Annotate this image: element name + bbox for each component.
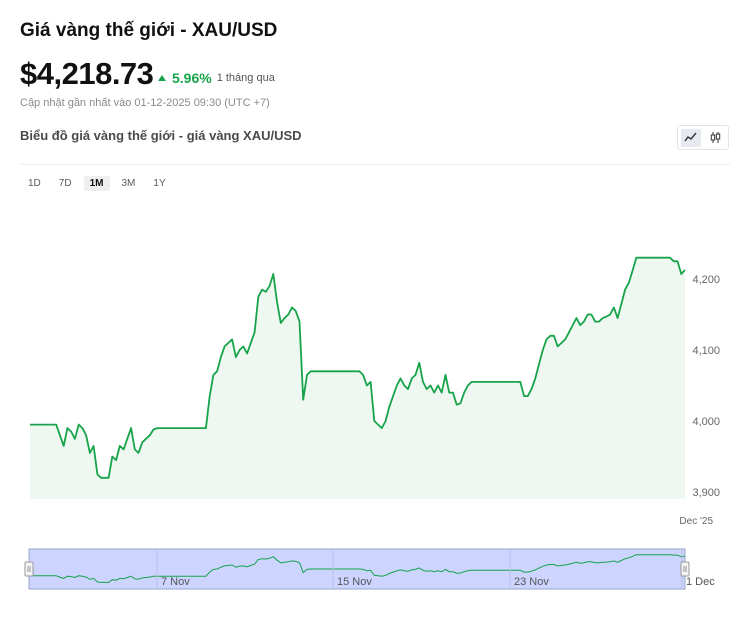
y-tick-label: 4,000 (692, 416, 720, 428)
page-title: Giá vàng thế giới - XAU/USD (20, 20, 278, 41)
y-tick-label: 4,100 (692, 345, 720, 357)
line-chart-button[interactable] (680, 128, 701, 147)
navigator-label: 1 Dec (686, 576, 715, 588)
price-area-fill (30, 257, 685, 499)
range-1d[interactable]: 1D (28, 178, 41, 189)
navigator-line (30, 554, 686, 583)
navigator-handle-right[interactable] (680, 561, 690, 577)
candlestick-icon (710, 132, 721, 143)
candlestick-button[interactable] (706, 129, 726, 147)
range-7d[interactable]: 7D (58, 178, 72, 189)
y-tick-label: 4,200 (692, 274, 720, 286)
navigator-labels: 7 Nov 15 Nov 23 Nov 1 Dec (161, 576, 715, 588)
x-axis-ticks: Dec '25 (679, 516, 713, 527)
range-selector: 1D 7D 1M 3M 1Y (22, 176, 178, 191)
navigator-label: 15 Nov (337, 576, 372, 588)
last-updated: Cập nhật gần nhất vào 01-12-2025 09:30 (… (20, 97, 270, 109)
line-chart-icon (684, 132, 697, 142)
navigator-label: 23 Nov (514, 576, 549, 588)
navigator-handle-left[interactable] (24, 561, 34, 577)
y-tick-label: 3,900 (692, 487, 720, 499)
price-line (30, 256, 686, 479)
x-tick-label: Dec '25 (679, 516, 713, 527)
chart-title: Biểu đồ giá vàng thế giới - giá vàng XAU… (20, 128, 302, 143)
range-1y[interactable]: 1Y (153, 178, 166, 189)
current-price: $4,218.73 (20, 56, 154, 91)
price-change: 5.96% 1 tháng qua (158, 70, 275, 86)
header-divider (20, 164, 730, 165)
chart-type-toggle (677, 125, 729, 150)
y-axis-ticks: 3,900 4,000 4,100 4,200 (692, 274, 720, 499)
up-arrow-icon (158, 75, 166, 81)
navigator-label: 7 Nov (161, 576, 190, 588)
navigator[interactable]: 7 Nov 15 Nov 23 Nov 1 Dec (24, 548, 715, 590)
change-period: 1 tháng qua (216, 72, 275, 84)
change-percent: 5.96% (172, 70, 212, 86)
range-3m[interactable]: 3M (121, 178, 136, 189)
range-1m[interactable]: 1M (83, 176, 110, 191)
